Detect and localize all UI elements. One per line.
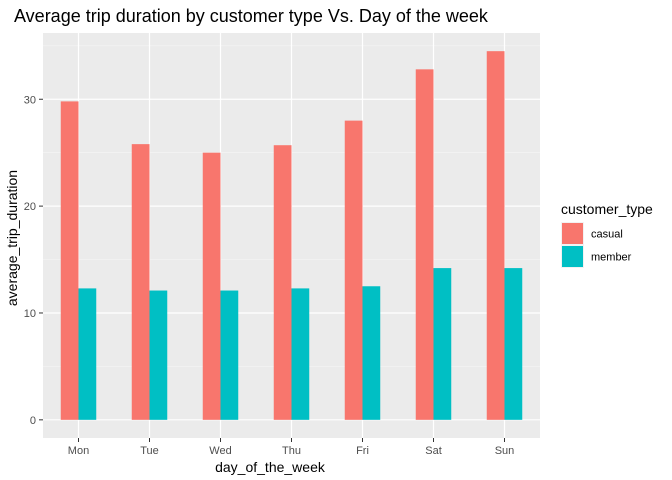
x-tick-label: Tue	[140, 445, 159, 457]
bar-member-thu	[291, 288, 310, 420]
bar-casual-tue	[131, 144, 150, 420]
bar-member-sun	[504, 268, 523, 420]
y-axis-title: average_trip_duration	[4, 170, 20, 306]
x-tick-label: Wed	[209, 445, 231, 457]
legend-swatch-casual	[562, 223, 583, 244]
y-axis: 0 10 20 30	[24, 94, 43, 427]
legend-swatch-member	[562, 246, 583, 267]
y-tick-label: 20	[24, 201, 36, 213]
x-tick-label: Sat	[425, 445, 442, 457]
x-tick-label: Fri	[356, 445, 369, 457]
y-tick-label: 10	[24, 308, 36, 320]
bar-casual-mon	[60, 101, 79, 420]
bar-casual-fri	[344, 120, 363, 420]
chart-title: Average trip duration by customer type V…	[14, 6, 489, 26]
y-tick-label: 0	[30, 415, 36, 427]
x-axis: Mon Tue Wed Thu Fri Sat Sun	[68, 438, 514, 457]
legend-label-member: member	[591, 252, 632, 264]
legend-title: customer_type	[561, 201, 653, 217]
bar-casual-thu	[273, 145, 292, 420]
legend: customer_type casual member	[561, 201, 653, 268]
bar-member-wed	[220, 290, 239, 420]
x-tick-label: Sun	[495, 445, 515, 457]
bar-member-sat	[433, 268, 452, 420]
x-tick-label: Mon	[68, 445, 89, 457]
bar-member-fri	[362, 286, 381, 420]
bar-casual-sat	[415, 69, 434, 420]
x-axis-title: day_of_the_week	[215, 459, 326, 475]
legend-label-casual: casual	[591, 229, 623, 241]
bar-casual-sun	[486, 51, 505, 420]
x-tick-label: Thu	[282, 445, 301, 457]
bar-member-tue	[149, 290, 168, 420]
bars	[60, 51, 523, 420]
y-tick-label: 30	[24, 94, 36, 106]
bar-member-mon	[78, 288, 97, 420]
bar-casual-wed	[202, 152, 221, 420]
